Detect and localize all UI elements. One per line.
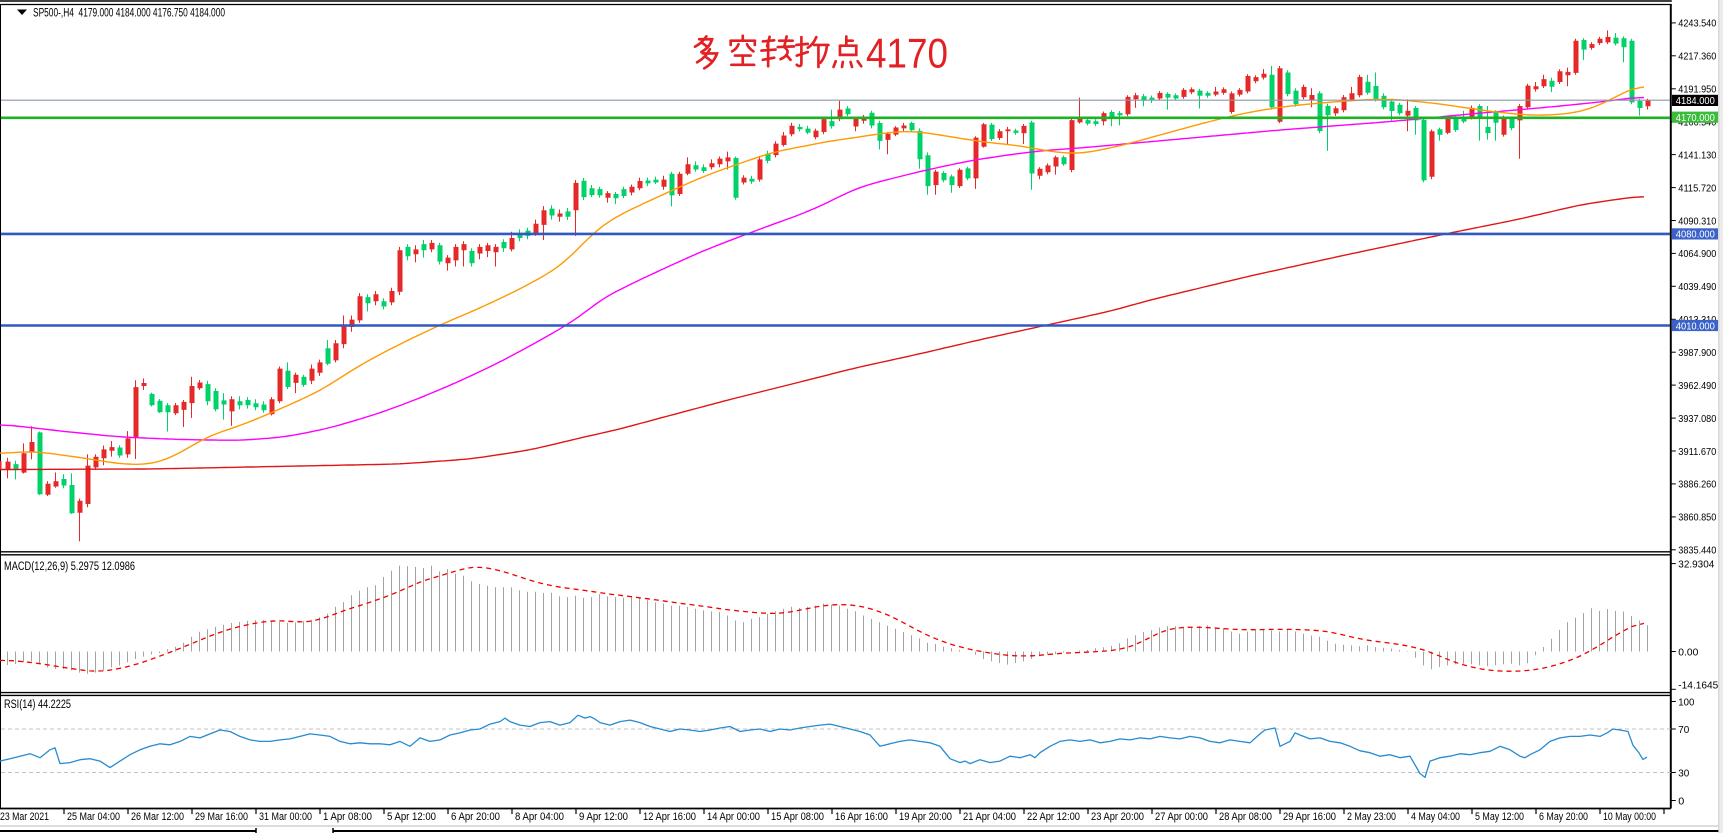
svg-text:19 Apr 20:00: 19 Apr 20:00 <box>899 811 952 823</box>
svg-text:3860.850: 3860.850 <box>1678 512 1716 524</box>
svg-text:SP500-,H4 4179.000 4184.000 4: SP500-,H4 4179.000 4184.000 4176.750 418… <box>33 8 225 20</box>
svg-text:4090.310: 4090.310 <box>1678 215 1716 227</box>
svg-text:6 May 20:00: 6 May 20:00 <box>1539 811 1588 823</box>
svg-text:3962.490: 3962.490 <box>1678 380 1716 392</box>
svg-text:100: 100 <box>1678 696 1694 708</box>
svg-text:5 Apr 12:00: 5 Apr 12:00 <box>387 811 436 823</box>
svg-text:16 Apr 16:00: 16 Apr 16:00 <box>835 811 888 823</box>
svg-text:29 Apr 16:00: 29 Apr 16:00 <box>1283 811 1336 823</box>
svg-text:23 Apr 20:00: 23 Apr 20:00 <box>1091 811 1144 823</box>
svg-text:15 Apr 08:00: 15 Apr 08:00 <box>771 811 824 823</box>
svg-text:MACD(12,26,9) 5.2975 12.0986: MACD(12,26,9) 5.2975 12.0986 <box>4 561 135 573</box>
svg-text:4064.900: 4064.900 <box>1678 248 1716 260</box>
svg-text:4170.000: 4170.000 <box>1676 112 1715 124</box>
svg-text:5 May 12:00: 5 May 12:00 <box>1475 811 1524 823</box>
svg-text:12 Apr 16:00: 12 Apr 16:00 <box>643 811 696 823</box>
svg-text:9 Apr 12:00: 9 Apr 12:00 <box>579 811 628 823</box>
svg-text:3835.440: 3835.440 <box>1678 545 1716 557</box>
svg-text:3987.900: 3987.900 <box>1678 347 1716 359</box>
svg-text:27 Apr 00:00: 27 Apr 00:00 <box>1155 811 1208 823</box>
svg-text:22 Apr 12:00: 22 Apr 12:00 <box>1027 811 1080 823</box>
svg-text:4141.130: 4141.130 <box>1678 149 1716 161</box>
svg-text:28 Apr 08:00: 28 Apr 08:00 <box>1219 811 1272 823</box>
svg-text:4039.490: 4039.490 <box>1678 281 1716 293</box>
svg-text:3911.670: 3911.670 <box>1678 446 1716 458</box>
svg-text:23 Mar 2021: 23 Mar 2021 <box>0 811 49 823</box>
svg-text:RSI(14) 44.2225: RSI(14) 44.2225 <box>4 699 71 711</box>
svg-text:4191.950: 4191.950 <box>1678 84 1716 96</box>
svg-text:4217.360: 4217.360 <box>1678 51 1716 63</box>
svg-text:0: 0 <box>1678 795 1684 807</box>
svg-text:0.00: 0.00 <box>1678 646 1698 658</box>
svg-text:4080.000: 4080.000 <box>1676 229 1715 241</box>
svg-text:4184.000: 4184.000 <box>1676 95 1715 107</box>
svg-text:29 Mar 16:00: 29 Mar 16:00 <box>195 811 248 823</box>
svg-text:-14.1645: -14.1645 <box>1678 679 1718 691</box>
svg-text:4115.720: 4115.720 <box>1678 182 1716 194</box>
svg-text:1 Apr 08:00: 1 Apr 08:00 <box>323 811 372 823</box>
svg-text:10 May 00:00: 10 May 00:00 <box>1603 811 1656 823</box>
svg-text:70: 70 <box>1678 724 1689 736</box>
svg-text:26 Mar 12:00: 26 Mar 12:00 <box>131 811 184 823</box>
svg-text:14 Apr 00:00: 14 Apr 00:00 <box>707 811 760 823</box>
svg-text:4243.540: 4243.540 <box>1678 18 1716 30</box>
svg-text:3937.080: 3937.080 <box>1678 413 1716 425</box>
svg-text:25 Mar 04:00: 25 Mar 04:00 <box>67 811 120 823</box>
svg-text:6 Apr 20:00: 6 Apr 20:00 <box>451 811 500 823</box>
svg-text:8 Apr 04:00: 8 Apr 04:00 <box>515 811 564 823</box>
svg-text:4170: 4170 <box>866 30 948 77</box>
svg-text:30: 30 <box>1678 767 1689 779</box>
svg-text:4 May 04:00: 4 May 04:00 <box>1411 811 1460 823</box>
svg-text:31 Mar 00:00: 31 Mar 00:00 <box>259 811 312 823</box>
svg-text:2 May 23:00: 2 May 23:00 <box>1347 811 1396 823</box>
svg-text:4010.000: 4010.000 <box>1676 320 1715 332</box>
svg-text:21 Apr 04:00: 21 Apr 04:00 <box>963 811 1016 823</box>
svg-text:32.9304: 32.9304 <box>1678 559 1714 571</box>
svg-text:3886.260: 3886.260 <box>1678 479 1716 491</box>
